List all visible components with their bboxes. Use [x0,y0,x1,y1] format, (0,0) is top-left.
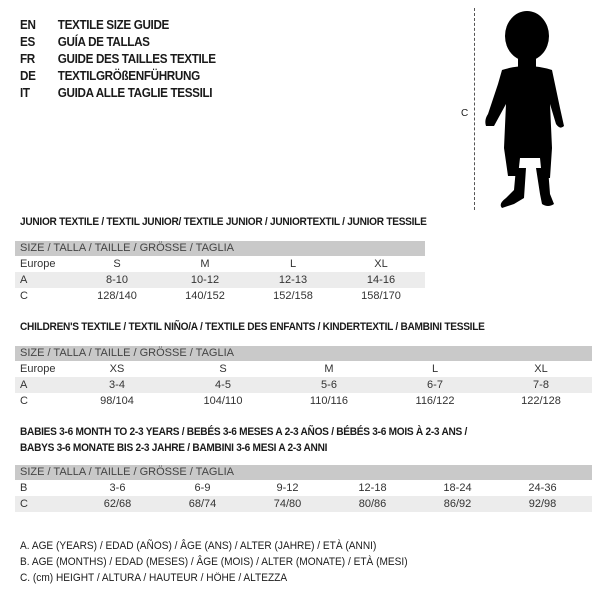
table-cell: 7-8 [533,379,549,391]
child-silhouette-icon [485,11,564,208]
lang-code: IT [20,85,30,100]
table-cell: L [289,258,297,270]
row-label: C [20,290,28,302]
table-cell: 24-36 [528,482,557,494]
row-label: C [20,395,28,407]
size-header-bar: SIZE / TALLA / TAILLE / GRÖSSE / TAGLIA [15,346,592,361]
table-cell: 6-9 [194,482,211,494]
table-cell: XL [534,363,548,375]
junior-heading: JUNIOR TEXTILE / TEXTIL JUNIOR/ TEXTILE … [20,216,427,228]
size-header-bar: SIZE / TALLA / TAILLE / GRÖSSE / TAGLIA [15,241,425,256]
title-fr: FR GUIDE DES TAILLES TEXTILE [20,50,216,67]
table-cell: 116/122 [415,395,455,407]
lang-code: DE [20,68,36,83]
table-cell: 104/110 [203,395,243,407]
table-cell: 5-6 [321,379,337,391]
title-text: GUÍA DE TALLAS [57,34,150,49]
table-cell: 68/74 [188,498,217,510]
table-cell: 3-6 [109,482,126,494]
table-cell: 98/104 [100,395,134,407]
legend-c: C. (cm) HEIGHT / ALTURA / HAUTEUR / HÖHE… [20,572,288,584]
title-text: GUIDE DES TAILLES TEXTILE [57,51,216,66]
table-row: A 8-10 10-12 12-13 14-16 [15,272,425,288]
row-label: B [20,482,28,494]
row-label: Europe [20,258,56,270]
row-label: Europe [20,363,56,375]
babies-heading-line2: BABYS 3-6 MONATE BIS 2-3 JAHRE / BAMBINI… [20,442,328,454]
table-cell: 92/98 [528,498,557,510]
table-cell: 9-12 [276,482,299,494]
title-text: TEXTILGRÖßENFÜHRUNG [57,68,200,83]
table-cell: 74/80 [273,498,302,510]
lang-code: EN [20,17,36,32]
table-cell: 6-7 [427,379,443,391]
legend-b: B. AGE (MONTHS) / EDAD (MESES) / ÂGE (MO… [20,556,408,568]
row-label: C [20,498,28,510]
table-cell: L [431,363,439,375]
table-cell: 18-24 [443,482,472,494]
table-cell: 10-12 [190,274,220,286]
table-cell: 86/92 [443,498,472,510]
table-cell: 110/116 [309,395,349,407]
children-size-table: SIZE / TALLA / TAILLE / GRÖSSE / TAGLIA E… [15,346,592,409]
table-row: C 98/104 104/110 110/116 116/122 122/128 [15,393,592,409]
title-text: TEXTILE SIZE GUIDE [57,17,170,32]
children-heading: CHILDREN'S TEXTILE / TEXTIL NIÑO/A / TEX… [20,321,485,333]
lang-code: FR [20,51,35,66]
title-en: EN TEXTILE SIZE GUIDE [20,16,169,33]
table-cell: 122/128 [521,395,561,407]
table-cell: 62/68 [103,498,132,510]
table-cell: M [324,363,334,375]
babies-heading-line1: BABIES 3-6 MONTH TO 2-3 YEARS / BEBÉS 3-… [20,426,468,438]
title-text: GUIDA ALLE TAGLIE TESSILI [57,85,213,100]
table-cell: 3-4 [109,379,125,391]
table-cell: 12-18 [358,482,387,494]
table-cell: 14-16 [366,274,396,286]
table-cell: S [113,258,121,270]
table-cell: M [200,258,210,270]
row-label: A [20,379,28,391]
table-row: B 3-6 6-9 9-12 12-18 18-24 24-36 [15,480,592,496]
table-row: A 3-4 4-5 5-6 6-7 7-8 [15,377,592,393]
row-label: A [20,274,28,286]
table-cell: 80/86 [358,498,387,510]
table-row: Europe S M L XL [15,256,425,272]
table-cell: 4-5 [215,379,231,391]
title-es: ES GUÍA DE TALLAS [20,33,150,50]
table-cell: 12-13 [278,274,308,286]
table-cell: 152/158 [273,290,313,302]
legend-a: A. AGE (YEARS) / EDAD (AÑOS) / ÂGE (ANS)… [20,540,377,552]
table-cell: 8-10 [105,274,129,286]
size-header-bar: SIZE / TALLA / TAILLE / GRÖSSE / TAGLIA [15,465,592,480]
table-cell: XL [374,258,388,270]
title-it: IT GUIDA ALLE TAGLIE TESSILI [20,84,213,101]
table-cell: 128/140 [97,290,137,302]
table-cell: 140/152 [185,290,225,302]
title-de: DE TEXTILGRÖßENFÜHRUNG [20,67,200,84]
table-row: C 128/140 140/152 152/158 158/170 [15,288,425,304]
table-cell: 158/170 [361,290,401,302]
table-cell: XS [109,363,125,375]
lang-code: ES [20,34,35,49]
height-measure-line [474,8,475,210]
table-cell: S [219,363,227,375]
junior-size-table: SIZE / TALLA / TAILLE / GRÖSSE / TAGLIA E… [15,241,425,304]
table-row: Europe XS S M L XL [15,361,592,377]
table-row: C 62/68 68/74 74/80 80/86 86/92 92/98 [15,496,592,512]
height-measure-label: C [461,108,469,119]
babies-size-table: SIZE / TALLA / TAILLE / GRÖSSE / TAGLIA B… [15,465,592,512]
